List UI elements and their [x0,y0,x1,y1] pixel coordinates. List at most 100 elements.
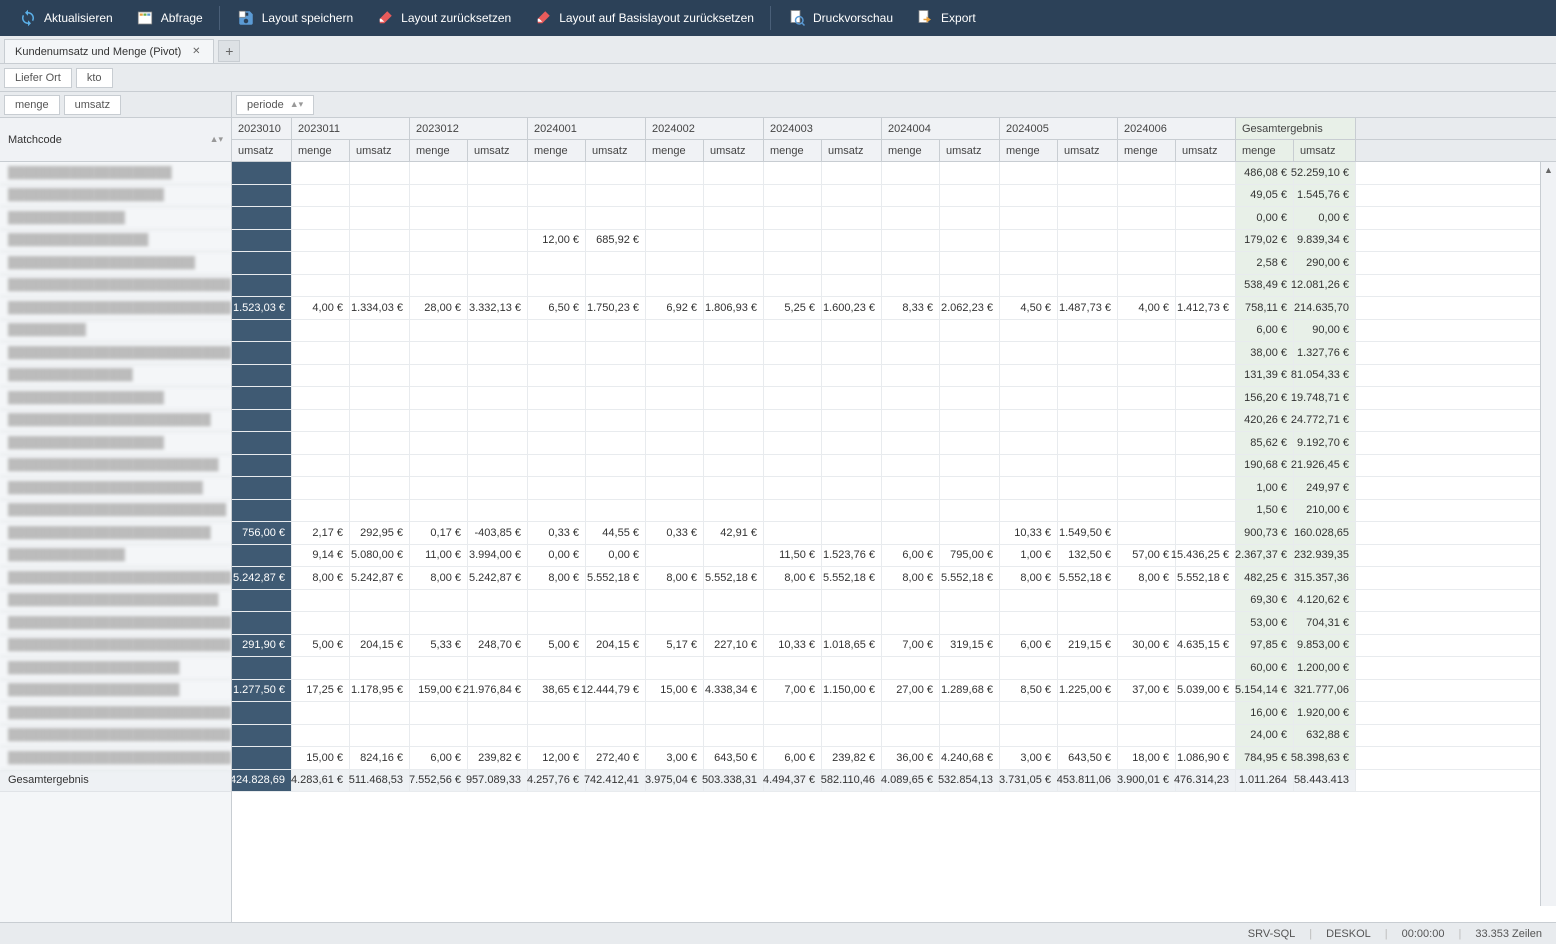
export-button[interactable]: Export [905,4,986,32]
data-cell [704,477,764,499]
data-cell: 291,90 € [232,635,292,657]
data-cell [528,657,586,679]
row-header[interactable]: ███████████████████████████████ [0,275,231,298]
refresh-button[interactable]: Aktualisieren [8,4,123,32]
row-header[interactable]: ████████████████████████████████ [0,297,231,320]
query-icon [135,8,155,28]
row-header[interactable]: ██████████████████████ [0,680,231,703]
data-cell [468,162,528,184]
total-cell: 5.154,14 € [1236,680,1294,702]
data-cell: 4,00 € [1118,297,1176,319]
data-cell [882,522,940,544]
data-cell: 8,00 € [528,567,586,589]
data-cell: 38,65 € [528,680,586,702]
data-cell: 1.487,73 € [1058,297,1118,319]
data-cell [468,387,528,409]
vertical-scrollbar[interactable]: ▲ [1540,162,1556,906]
period-header[interactable]: 2024003 [764,118,882,139]
row-header[interactable]: ██████████████████████████ [0,410,231,433]
data-cell: 1.412,73 € [1176,297,1236,319]
add-tab-button[interactable]: + [218,40,240,62]
total-cell: 1.920,00 € [1294,702,1356,724]
filter-liefer-ort[interactable]: Liefer Ort [4,68,72,88]
data-cell: 1.150,00 € [822,680,882,702]
data-cell: 5,25 € [764,297,822,319]
period-header[interactable]: 2023010 [232,118,292,139]
data-cell [704,657,764,679]
data-cell [1000,432,1058,454]
row-header[interactable]: █████████████████████████ [0,477,231,500]
reset-base-layout-button[interactable]: Layout auf Basislayout zurücksetzen [523,4,764,32]
data-cell [1176,455,1236,477]
period-header[interactable]: 2024005 [1000,118,1118,139]
data-cell: 1,00 € [1000,545,1058,567]
data-cell [822,500,882,522]
row-header[interactable]: ██████████████████████ [0,657,231,680]
close-icon[interactable]: ✕ [189,45,203,59]
data-cell [232,747,292,769]
save-layout-button[interactable]: Layout speichern [226,4,363,32]
total-cell: 538,49 € [1236,275,1294,297]
period-header[interactable]: 2024002 [646,118,764,139]
data-cell: 5.552,18 € [704,567,764,589]
row-header[interactable]: █████████████████████████████ [0,702,231,725]
row-header[interactable]: █████████████████████ [0,162,231,185]
query-button[interactable]: Abfrage [125,4,213,32]
total-header[interactable]: Gesamtergebnis [1236,118,1356,139]
row-header[interactable]: ████████████████████ [0,185,231,208]
row-header[interactable]: ████████████████████ [0,387,231,410]
row-header[interactable]: █████████████████████████████ [0,747,231,770]
period-header[interactable]: 2024004 [882,118,1000,139]
row-header[interactable]: █████████████████████████████ [0,342,231,365]
data-cell: 8,00 € [646,567,704,589]
total-cell: 58.398,63 € [1294,747,1356,769]
data-cell [468,500,528,522]
data-cell [764,477,822,499]
row-header[interactable]: ████████████████████ [0,432,231,455]
data-cell: 7,00 € [882,635,940,657]
data-cell: 219,15 € [1058,635,1118,657]
print-preview-button[interactable]: Druckvorschau [777,4,903,32]
data-cell [410,320,468,342]
row-header[interactable]: ████████████████ [0,365,231,388]
row-header[interactable]: █████████████████████████████████ [0,635,231,658]
tab-pivot[interactable]: Kundenumsatz und Menge (Pivot)✕ [4,39,214,63]
data-cell [232,590,292,612]
data-cell [528,365,586,387]
row-header[interactable]: ███████████████████████████ [0,455,231,478]
data-cell [586,207,646,229]
period-header[interactable]: 2024006 [1118,118,1236,139]
total-row-header[interactable]: Gesamtergebnis [0,770,231,793]
row-header[interactable]: ████████████████████████ [0,252,231,275]
total-cell: 9.192,70 € [1294,432,1356,454]
data-cell [822,522,882,544]
row-header[interactable]: ██████████████████████████ [0,522,231,545]
data-cell [1176,477,1236,499]
period-header[interactable]: 2024001 [528,118,646,139]
data-cell [704,702,764,724]
row-header[interactable]: ███████████████ [0,207,231,230]
row-header[interactable]: ██████████ [0,320,231,343]
row-header[interactable]: ███████████████████████████████ [0,567,231,590]
scroll-up-icon[interactable]: ▲ [1541,162,1556,178]
data-cell [410,252,468,274]
datafield-menge[interactable]: menge [4,95,60,115]
colfield-periode[interactable]: periode▲▾ [236,95,314,115]
period-header[interactable]: 2023011 [292,118,410,139]
row-header[interactable]: ████████████████████████████ [0,500,231,523]
data-cell [940,252,1000,274]
data-cell [586,365,646,387]
data-cell [292,725,350,747]
row-header[interactable]: ███████████████████████████████ [0,612,231,635]
filter-kto[interactable]: kto [76,68,113,88]
row-header[interactable]: █████████████████████████████████ [0,725,231,748]
row-header[interactable]: ███████████████ [0,545,231,568]
reset-layout-button[interactable]: Layout zurücksetzen [365,4,521,32]
data-cell [646,545,704,567]
row-header[interactable]: ███████████████████████████ [0,590,231,613]
row-field-header[interactable]: Matchcode ▲▾ [0,118,231,162]
row-header[interactable]: ██████████████████ [0,230,231,253]
datafield-umsatz[interactable]: umsatz [64,95,121,115]
period-header[interactable]: 2023012 [410,118,528,139]
data-cell [410,387,468,409]
